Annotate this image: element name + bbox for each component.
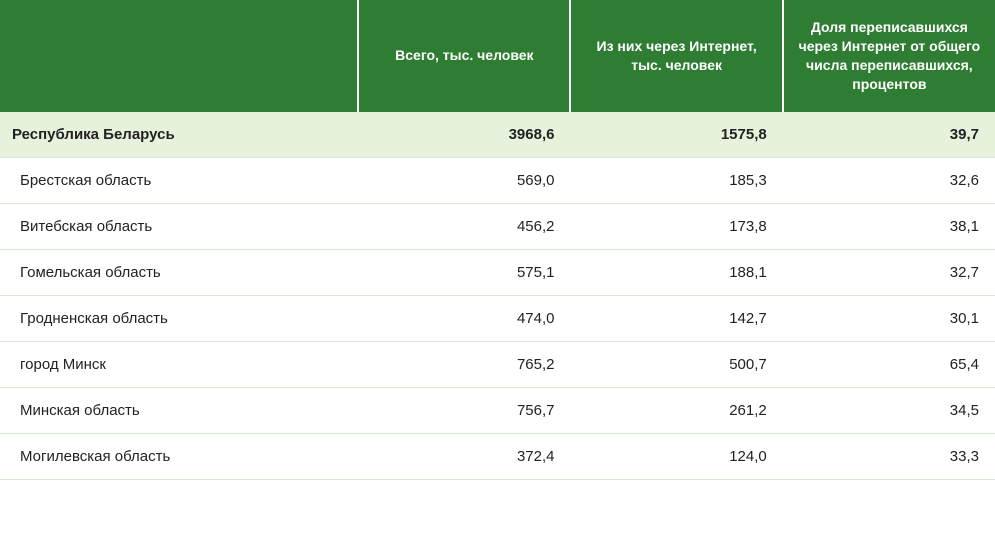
table-row: Минская область 756,7 261,2 34,5 <box>0 387 995 433</box>
region-internet: 173,8 <box>570 203 782 249</box>
total-label: Республика Беларусь <box>0 112 358 158</box>
table-row: Гомельская область 575,1 188,1 32,7 <box>0 249 995 295</box>
region-label: Гомельская область <box>0 249 358 295</box>
col-header-region <box>0 0 358 112</box>
region-share: 33,3 <box>783 433 995 479</box>
region-label: Минская область <box>0 387 358 433</box>
region-internet: 124,0 <box>570 433 782 479</box>
region-internet: 261,2 <box>570 387 782 433</box>
col-header-internet: Из них через Интернет, тыс. человек <box>570 0 782 112</box>
total-row: Республика Беларусь 3968,6 1575,8 39,7 <box>0 112 995 158</box>
region-internet: 500,7 <box>570 341 782 387</box>
total-share: 39,7 <box>783 112 995 158</box>
region-total: 765,2 <box>358 341 570 387</box>
region-total: 456,2 <box>358 203 570 249</box>
table-row: Гродненская область 474,0 142,7 30,1 <box>0 295 995 341</box>
region-share: 34,5 <box>783 387 995 433</box>
region-total: 756,7 <box>358 387 570 433</box>
table-row: Могилевская область 372,4 124,0 33,3 <box>0 433 995 479</box>
region-internet: 142,7 <box>570 295 782 341</box>
total-total: 3968,6 <box>358 112 570 158</box>
region-share: 65,4 <box>783 341 995 387</box>
region-total: 575,1 <box>358 249 570 295</box>
region-share: 30,1 <box>783 295 995 341</box>
census-table: Всего, тыс. человек Из них через Интерне… <box>0 0 995 480</box>
region-share: 32,7 <box>783 249 995 295</box>
table-row: Брестская область 569,0 185,3 32,6 <box>0 157 995 203</box>
region-internet: 188,1 <box>570 249 782 295</box>
region-label: Гродненская область <box>0 295 358 341</box>
table-row: город Минск 765,2 500,7 65,4 <box>0 341 995 387</box>
region-total: 372,4 <box>358 433 570 479</box>
table-row: Витебская область 456,2 173,8 38,1 <box>0 203 995 249</box>
region-label: Брестская область <box>0 157 358 203</box>
region-total: 474,0 <box>358 295 570 341</box>
region-total: 569,0 <box>358 157 570 203</box>
region-label: город Минск <box>0 341 358 387</box>
col-header-share: Доля переписавшихся через Интернет от об… <box>783 0 995 112</box>
total-internet: 1575,8 <box>570 112 782 158</box>
census-table-container: Всего, тыс. человек Из них через Интерне… <box>0 0 995 480</box>
region-share: 32,6 <box>783 157 995 203</box>
col-header-total: Всего, тыс. человек <box>358 0 570 112</box>
region-label: Могилевская область <box>0 433 358 479</box>
region-share: 38,1 <box>783 203 995 249</box>
table-header: Всего, тыс. человек Из них через Интерне… <box>0 0 995 112</box>
region-internet: 185,3 <box>570 157 782 203</box>
table-body: Республика Беларусь 3968,6 1575,8 39,7 Б… <box>0 112 995 480</box>
region-label: Витебская область <box>0 203 358 249</box>
